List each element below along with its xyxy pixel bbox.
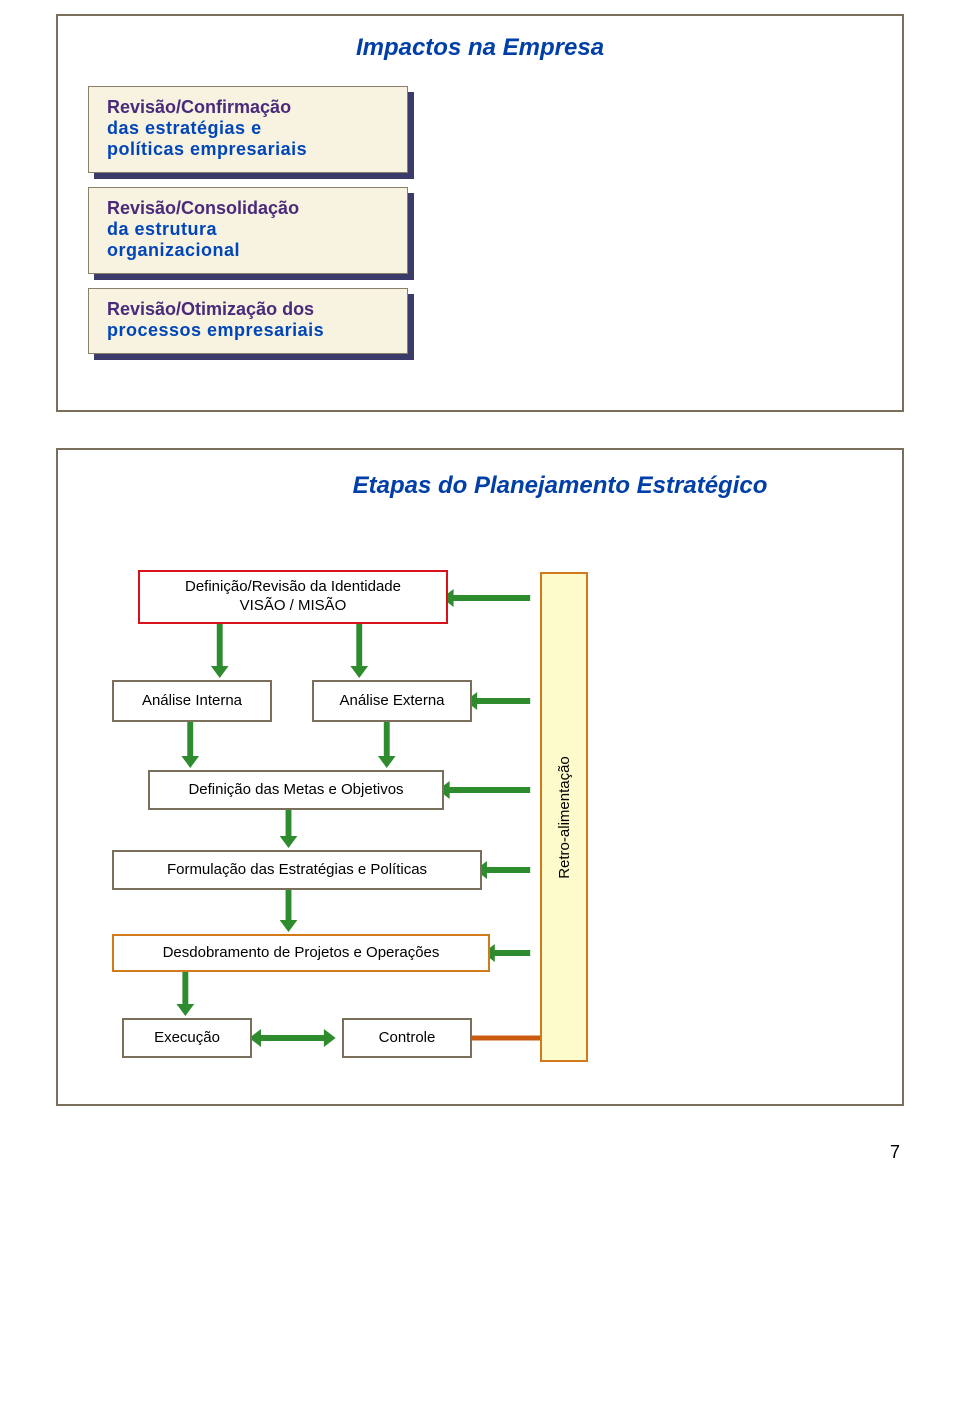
retro-label: Retro-alimentação [556, 756, 573, 879]
raised-box-line2: processos empresariais [107, 320, 389, 341]
slide1-title: Impactos na Empresa [82, 34, 878, 62]
raised-box-line3: políticas empresariais [107, 139, 389, 160]
flow-node-label: Análise Externa [339, 692, 444, 711]
raised-box-line1: Revisão/Confirmação [107, 97, 389, 118]
flow-node-label: Execução [154, 1029, 220, 1048]
flow-node-analise_ext: Análise Externa [312, 680, 472, 722]
slide2-title: Etapas do Planejamento Estratégico [242, 472, 878, 500]
raised-box-line3: organizacional [107, 240, 389, 261]
raised-box: Revisão/Confirmaçãodas estratégias epolí… [88, 86, 408, 173]
flow-node-execucao: Execução [122, 1018, 252, 1058]
slide1-boxes: Revisão/Confirmaçãodas estratégias epolí… [82, 86, 878, 354]
flow-node-label: Controle [379, 1029, 436, 1048]
flow-node-label: Desdobramento de Projetos e Operações [163, 944, 440, 963]
flow-node-identidade: Definição/Revisão da IdentidadeVISÃO / M… [138, 570, 448, 624]
raised-box: Revisão/Consolidaçãoda estruturaorganiza… [88, 187, 408, 274]
raised-box-line2: da estrutura [107, 219, 389, 240]
raised-box-line1: Revisão/Consolidação [107, 198, 389, 219]
flow-node-desdobra: Desdobramento de Projetos e Operações [112, 934, 490, 972]
flow-node-label: Definição das Metas e Objetivos [188, 781, 403, 800]
slide-frame-1: Impactos na Empresa Revisão/Confirmaçãod… [56, 14, 904, 412]
flow-node-label: Definição/Revisão da Identidade [185, 578, 401, 597]
flow-node-metas: Definição das Metas e Objetivos [148, 770, 444, 810]
flow-node-label: Análise Interna [142, 692, 242, 711]
slide-frame-2: Etapas do Planejamento Estratégico Defin… [56, 448, 904, 1106]
raised-box-line2: das estratégias e [107, 118, 389, 139]
flow-node-formulacao: Formulação das Estratégias e Políticas [112, 850, 482, 890]
flow-area: Definição/Revisão da IdentidadeVISÃO / M… [92, 520, 878, 1080]
flow-node-label2: VISÃO / MISÃO [240, 597, 347, 616]
flow-node-controle: Controle [342, 1018, 472, 1058]
retro-alimentacao-box: Retro-alimentação [540, 572, 588, 1062]
page-number: 7 [0, 1142, 900, 1163]
flow-node-label: Formulação das Estratégias e Políticas [167, 861, 427, 880]
raised-box: Revisão/Otimização dosprocessos empresar… [88, 288, 408, 354]
raised-box-line1: Revisão/Otimização dos [107, 299, 389, 320]
flow-node-analise_int: Análise Interna [112, 680, 272, 722]
